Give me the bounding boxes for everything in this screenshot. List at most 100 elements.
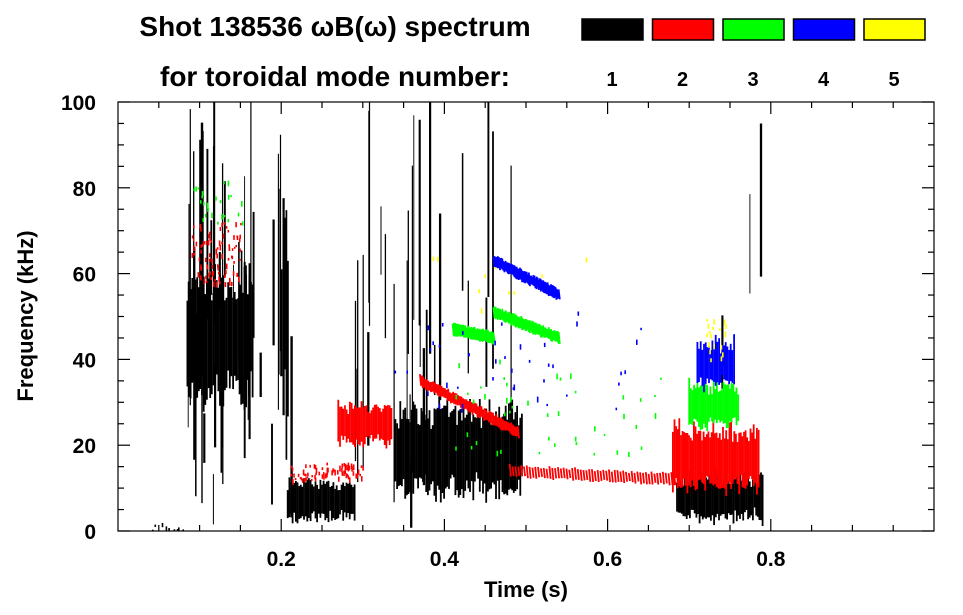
mode-trace [557,467,560,479]
mode-trace [673,473,677,486]
spectral-point [307,472,309,477]
mode-trace [492,256,496,268]
mode-trace [593,470,597,482]
spectral-point [306,476,309,479]
mode-trace [523,271,527,284]
mode-trace [571,468,575,481]
spectral-point [161,523,164,528]
spectral-point [204,213,207,218]
mode-trace [429,381,432,393]
spectral-point [211,264,214,269]
mode-trace [610,471,614,483]
spectral-point [552,364,554,369]
mode-trace [540,468,543,478]
mode-trace [529,275,532,285]
spectral-point [210,240,213,243]
mode-trace [526,274,530,285]
mode-trace [447,388,451,402]
spectral-point [304,473,306,477]
mode-trace [531,467,535,478]
mode-trace [531,276,535,286]
mode-trace [492,412,495,426]
mode-trace [511,264,515,276]
spectral-point [200,226,202,232]
spectral-point [722,352,724,358]
mode-trace [605,470,609,481]
spectral-point [215,196,217,201]
spectral-point [241,201,243,207]
mode-trace [642,472,645,484]
mode-trace [616,470,620,482]
mode-trace [521,317,525,330]
spectral-point [305,474,307,477]
spectral-point [427,391,429,397]
mode-trace [535,276,539,288]
spectral-point [350,463,353,470]
y-tick-label: 20 [73,435,96,458]
spectral-point [235,222,237,228]
spectral-point [199,224,202,228]
mode-trace [537,466,541,478]
spectral-point [577,311,580,316]
spectral-point [221,253,223,260]
spectral-point [237,212,240,217]
spectral-point [709,349,711,355]
mode-trace [650,471,654,485]
spectral-point [315,467,318,474]
spectral-point [344,470,347,475]
spectral-point [603,434,606,437]
spectral-point [217,221,219,225]
series-n=1 [152,102,764,531]
spectral-point [720,345,723,350]
mode-trace [579,469,583,481]
spectral-point [480,308,483,314]
mode-trace [530,275,534,285]
spectral-point [223,222,226,225]
mode-trace [524,318,528,332]
spectral-point [310,478,313,482]
spectral-point [207,202,209,209]
spectral-point [504,412,506,417]
mode-trace [552,330,556,341]
mode-trace [536,277,540,290]
spectral-point [352,471,355,476]
y-axis-label: Frequency (kHz) [13,230,38,401]
mode-trace [528,466,532,479]
legend-label-1: 1 [606,69,617,91]
mode-trace [559,468,563,479]
mode-trace [537,323,541,336]
spectral-point [206,266,209,270]
mode-trace [557,289,561,300]
mode-trace [450,393,454,403]
mode-trace [509,263,513,275]
spectral-point [513,291,516,295]
mode-trace [541,326,545,337]
mode-trace [633,472,637,484]
spectral-point [455,446,457,451]
mode-trace [468,400,472,413]
spectral-point [347,476,350,480]
spectral-point [208,272,211,278]
spectral-point [315,472,317,476]
spectral-point [227,180,230,187]
mode-trace [538,278,542,292]
mode-trace [494,257,498,268]
spectral-point [618,382,620,386]
mode-trace [505,262,509,274]
mode-trace [530,322,534,334]
spectral-point [214,278,216,282]
x-tick-label: 0.8 [756,548,786,571]
spectral-point [575,442,578,446]
mode-trace [448,392,452,404]
mode-trace [510,422,514,436]
spectral-point [341,467,343,473]
spectral-point [216,247,219,250]
spectral-point [318,471,321,476]
spectral-point [323,475,325,480]
mode-trace [542,467,546,479]
mode-trace [544,281,548,295]
spectral-point [710,334,713,339]
spectral-point [593,452,596,456]
mode-trace [419,374,422,386]
spectral-point [585,257,588,263]
